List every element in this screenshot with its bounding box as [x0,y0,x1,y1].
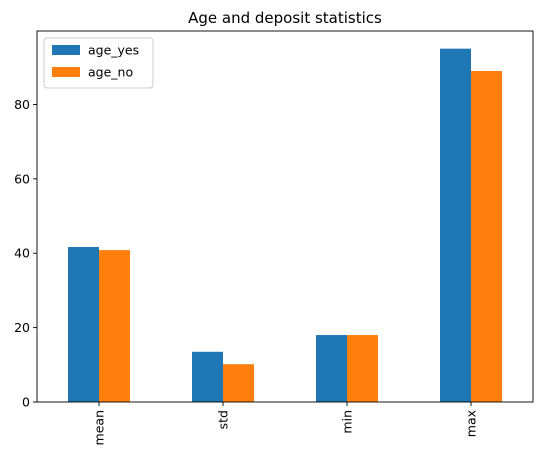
legend-swatch-age_no [52,67,80,77]
legend-label-age_yes: age_yes [88,43,139,58]
bar-age_yes-min [316,335,347,402]
x-tick-label-max: max [464,410,479,437]
x-tick-label-std: std [216,410,231,429]
y-tick-label: 40 [14,246,30,261]
bar-age_yes-mean [68,247,99,402]
bar-age_no-mean [99,250,130,402]
y-tick-label: 80 [14,97,30,112]
x-tick-label-min: min [340,410,355,434]
x-tick-label-mean: mean [92,410,107,445]
y-tick-label: 60 [14,171,30,186]
bars-layer [68,48,502,403]
legend-label-age_no: age_no [88,65,133,80]
legend: age_yes age_no [43,37,154,89]
bar-age_yes-max [440,48,471,403]
legend-swatch-age_yes [52,45,80,55]
bar-age_no-min [347,335,378,402]
y-tick-label: 0 [22,395,30,410]
bar-age_yes-std [192,351,223,402]
chart-title: Age and deposit statistics [188,9,382,27]
axes-layer: 0 20 40 60 80 mean std min max [14,30,534,445]
bar-age_no-std [223,364,254,402]
y-tick-label: 20 [14,320,30,335]
plot-frame [36,30,534,403]
bar-age_no-max [471,70,502,402]
